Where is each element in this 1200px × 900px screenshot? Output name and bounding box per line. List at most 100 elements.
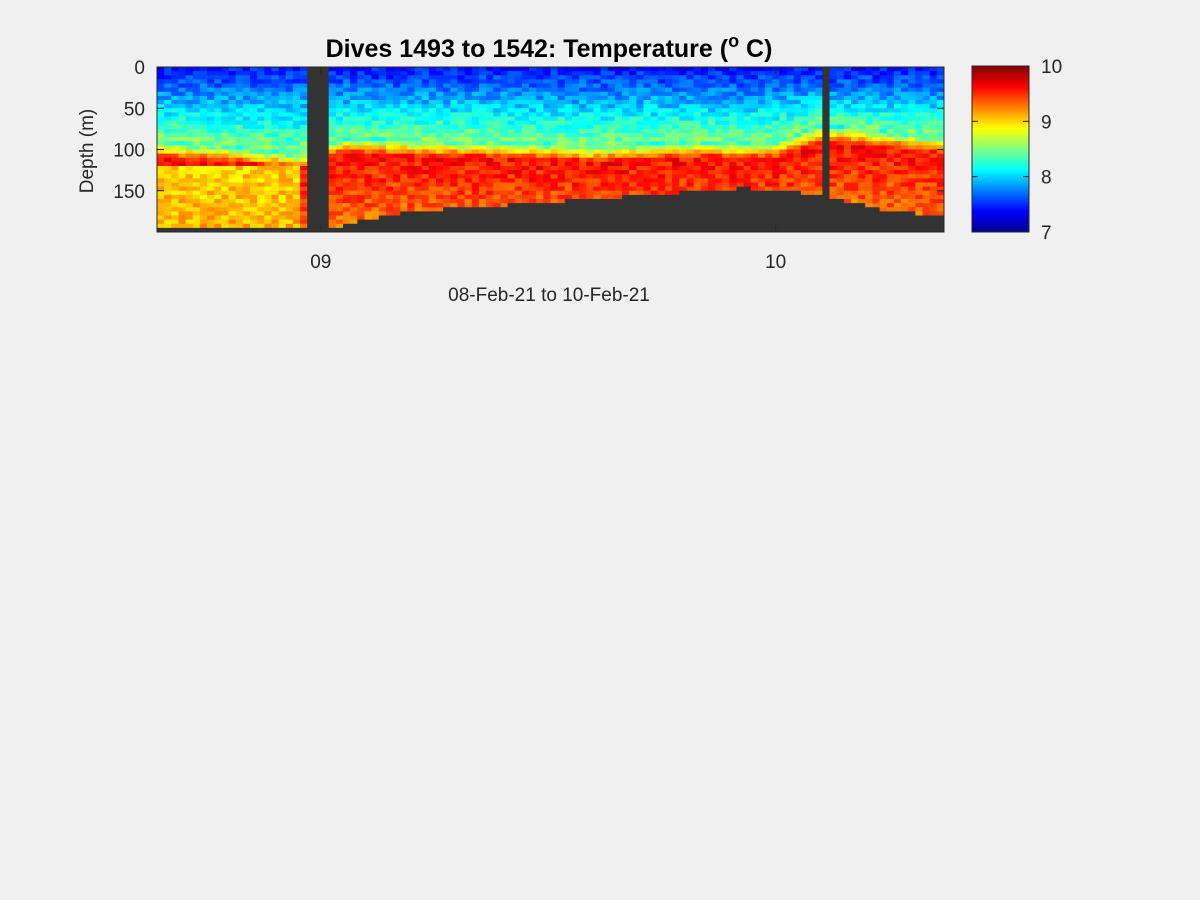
heatmap-cell xyxy=(307,161,315,167)
heatmap-cell xyxy=(428,141,437,146)
heatmap-cell xyxy=(443,141,451,146)
heatmap-cell xyxy=(901,133,909,138)
heatmap-cell xyxy=(421,170,430,175)
heatmap-cell xyxy=(707,116,716,122)
heatmap-cell xyxy=(586,91,595,97)
heatmap-cell xyxy=(328,219,337,225)
heatmap-cell xyxy=(693,137,702,142)
heatmap-cell xyxy=(786,128,795,134)
heatmap-cell xyxy=(271,79,280,85)
heatmap-cell xyxy=(679,91,688,97)
heatmap-cell xyxy=(686,71,695,76)
heatmap-cell xyxy=(235,199,244,204)
heatmap-cell xyxy=(579,137,587,142)
heatmap-cell xyxy=(192,166,201,171)
heatmap-cell xyxy=(722,194,730,200)
heatmap-cell xyxy=(579,203,587,208)
heatmap-cell xyxy=(901,91,909,97)
heatmap-cell xyxy=(793,75,802,80)
heatmap-cell xyxy=(357,227,366,232)
heatmap-cell xyxy=(808,166,816,171)
heatmap-cell xyxy=(436,223,444,229)
heatmap-cell xyxy=(808,219,816,225)
heatmap-cell xyxy=(421,161,430,167)
heatmap-cell xyxy=(221,203,230,208)
heatmap-cell xyxy=(350,149,358,155)
heatmap-cell xyxy=(729,207,738,212)
heatmap-cell xyxy=(436,133,444,138)
heatmap-cell xyxy=(221,194,230,200)
heatmap-cell xyxy=(185,190,194,196)
heatmap-cell xyxy=(164,116,172,122)
heatmap-cell xyxy=(471,207,480,212)
heatmap-cell xyxy=(314,190,323,196)
heatmap-cell xyxy=(893,100,902,105)
heatmap-cell xyxy=(672,108,680,113)
heatmap-cell xyxy=(300,71,308,76)
heatmap-cell xyxy=(221,67,230,72)
heatmap-cell xyxy=(800,178,809,184)
heatmap-cell xyxy=(328,137,337,142)
heatmap-cell xyxy=(257,223,265,229)
heatmap-cell xyxy=(893,145,902,151)
heatmap-cell xyxy=(729,100,738,105)
heatmap-cell xyxy=(779,95,788,101)
heatmap-cell xyxy=(836,186,845,192)
heatmap-cell xyxy=(335,215,344,221)
heatmap-cell xyxy=(793,137,802,142)
heatmap-cell xyxy=(936,203,944,208)
heatmap-cell xyxy=(571,71,580,76)
heatmap-cell xyxy=(278,149,287,155)
heatmap-cell xyxy=(557,186,566,192)
heatmap-cell xyxy=(285,186,294,192)
heatmap-cell xyxy=(242,182,251,188)
heatmap-cell xyxy=(822,104,831,109)
heatmap-cell xyxy=(757,190,766,196)
heatmap-cell xyxy=(722,124,730,130)
heatmap-cell xyxy=(529,95,537,101)
heatmap-cell xyxy=(922,203,931,208)
heatmap-cell xyxy=(357,120,366,126)
heatmap-cell xyxy=(300,178,308,184)
heatmap-cell xyxy=(450,170,459,175)
heatmap-cell xyxy=(199,133,208,138)
heatmap-cell xyxy=(579,67,587,72)
heatmap-cell xyxy=(407,207,416,212)
heatmap-cell xyxy=(400,178,408,184)
heatmap-cell xyxy=(514,71,523,76)
heatmap-cell xyxy=(257,161,265,167)
heatmap-cell xyxy=(364,178,373,184)
heatmap-cell xyxy=(843,153,852,159)
heatmap-cell xyxy=(936,79,944,85)
heatmap-cell xyxy=(843,128,852,134)
heatmap-cell xyxy=(650,166,659,171)
heatmap-cell xyxy=(207,83,215,89)
heatmap-cell xyxy=(157,128,165,134)
heatmap-cell xyxy=(707,133,716,138)
heatmap-cell xyxy=(800,120,809,126)
heatmap-cell xyxy=(786,153,795,159)
heatmap-cell xyxy=(507,170,516,175)
heatmap-cell xyxy=(350,120,358,126)
heatmap-cell xyxy=(493,91,502,97)
heatmap-cell xyxy=(707,166,716,171)
heatmap-cell xyxy=(643,170,652,175)
heatmap-cell xyxy=(586,75,595,80)
heatmap-cell xyxy=(579,120,587,126)
heatmap-cell xyxy=(164,145,172,151)
heatmap-cell xyxy=(421,223,430,229)
heatmap-cell xyxy=(750,95,759,101)
heatmap-cell xyxy=(707,223,716,229)
heatmap-cell xyxy=(171,211,180,217)
heatmap-cell xyxy=(242,153,251,159)
heatmap-cell xyxy=(915,149,924,155)
heatmap-cell xyxy=(679,227,688,232)
heatmap-cell xyxy=(421,141,430,146)
heatmap-cell xyxy=(843,174,852,179)
heatmap-cell xyxy=(364,71,373,76)
heatmap-cell xyxy=(486,194,494,200)
heatmap-cell xyxy=(564,108,573,113)
heatmap-cell xyxy=(893,199,902,204)
heatmap-cell xyxy=(457,199,466,204)
heatmap-cell xyxy=(686,87,695,93)
